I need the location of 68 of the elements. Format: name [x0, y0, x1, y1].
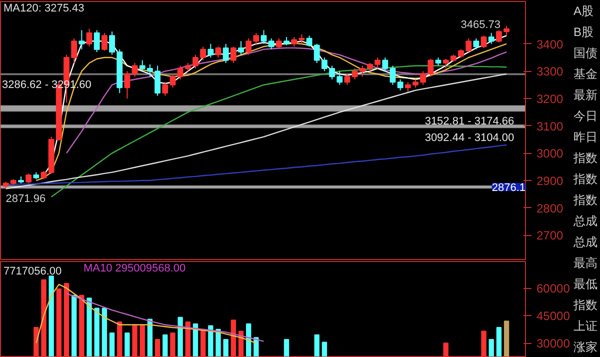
y-tick-label: 3400 [536, 37, 564, 52]
candlestick [101, 32, 108, 52]
chart-subtitle: MA10 295009568.00 [84, 262, 186, 274]
y-tick-label: 60000 [536, 282, 570, 296]
line-series [66, 292, 264, 342]
candlestick [86, 28, 92, 48]
text: 总成 [572, 235, 598, 249]
text: 总成 [572, 214, 598, 228]
candlestick [162, 82, 168, 96]
candlestick [344, 73, 350, 86]
text: 最新 [574, 88, 598, 102]
y-tick-label: 2900 [536, 174, 564, 188]
band-label: 3092.44 - 3104.00 [424, 132, 514, 144]
text: 指数 [572, 298, 598, 312]
candlestick [238, 40, 244, 56]
y-tick-label: 3100 [536, 119, 564, 134]
candlestick [78, 30, 85, 50]
annotation: 2871.96 [6, 193, 46, 206]
text: 昨日 [574, 130, 598, 144]
band-label: 3152.81 - 3174.66 [424, 115, 514, 128]
candlestick [496, 30, 502, 43]
text: 基金 [574, 67, 598, 81]
candlestick [170, 73, 176, 88]
text: 指数 [572, 151, 598, 165]
candlestick [253, 32, 260, 46]
candlestick [397, 78, 404, 91]
candlestick [26, 173, 32, 184]
candlestick [276, 38, 282, 48]
line-series [36, 284, 257, 344]
y-tick-label: 2700 [536, 228, 564, 243]
chart-title: MA120: 3275.43 [4, 2, 84, 14]
y-tick-label: 3000 [536, 146, 564, 161]
candlestick [504, 25, 510, 36]
y-tick-label: 2800 [536, 201, 564, 216]
text: 国债 [574, 46, 598, 60]
text: 涨家 [574, 340, 598, 354]
candlestick [246, 38, 252, 56]
text: A股 [574, 4, 594, 18]
text: 指数 [572, 172, 598, 186]
candlestick [132, 62, 138, 78]
candlestick [260, 30, 267, 44]
candlestick [200, 46, 206, 61]
candlestick [382, 57, 388, 72]
text: 今日 [574, 109, 598, 123]
y-tick-label: 30000 [536, 336, 570, 351]
candlestick [222, 43, 229, 64]
candlestick [208, 43, 214, 58]
chart-title: 7717056.00 [4, 266, 62, 278]
y-tick-label: 45000 [536, 309, 570, 324]
y-tick-label: 3300 [536, 64, 564, 79]
annotation: 3465.73 [460, 18, 501, 31]
candlestick [215, 46, 222, 58]
candlestick [473, 38, 480, 50]
candlestick [306, 35, 312, 48]
text: B股 [574, 25, 594, 39]
candlestick [124, 70, 130, 100]
candlestick [230, 46, 236, 64]
candlestick [94, 30, 100, 53]
text: 指数 [572, 193, 598, 207]
candlestick [480, 35, 487, 48]
y-tick-label: 3200 [536, 92, 564, 106]
text: 最高 [574, 256, 598, 270]
candlestick [390, 65, 396, 86]
candlestick [268, 38, 274, 50]
candlestick [71, 38, 78, 64]
text: 上证 [574, 319, 598, 333]
candlestick [488, 32, 494, 44]
text: 最低 [574, 277, 598, 291]
